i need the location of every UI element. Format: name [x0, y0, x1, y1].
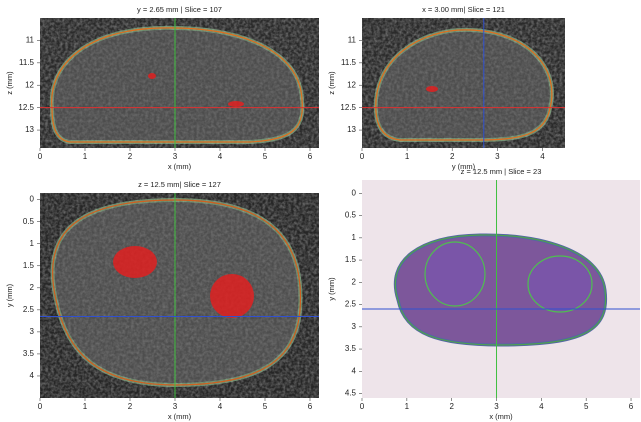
y-tick-label: 3 — [352, 322, 357, 331]
x-tick-label: 0 — [360, 402, 365, 411]
y-tick-label: 0.5 — [345, 211, 357, 220]
x-tick-label: 4 — [540, 152, 545, 161]
y-tick-label: 1.5 — [345, 255, 357, 264]
y-tick-label: 1 — [352, 233, 357, 242]
lesion-outline — [528, 256, 592, 312]
lesion — [210, 274, 254, 318]
y-tick-label: 0 — [30, 195, 35, 204]
tissue — [53, 200, 301, 385]
y-tick-label: 3.5 — [345, 344, 357, 353]
x-tick-label: 2 — [450, 152, 455, 161]
image — [362, 18, 565, 148]
y-tick-label: 11.5 — [341, 58, 357, 67]
y-tick-label: 13 — [25, 125, 34, 134]
y-tick-label: 4 — [352, 366, 357, 375]
image — [40, 193, 319, 398]
figure: y = 2.65 mm | Slice = 10701234561111.512… — [0, 0, 641, 422]
x-tick-label: 5 — [584, 402, 589, 411]
x-tick-label: 4 — [539, 402, 544, 411]
y-tick-label: 11 — [26, 36, 35, 45]
y-tick-label: 12.5 — [340, 103, 356, 112]
panel-title: x = 3.00 mm| Slice = 121 — [422, 5, 505, 14]
x-axis-label: x (mm) — [168, 412, 192, 421]
x-tick-label: 0 — [360, 152, 365, 161]
tissue — [52, 28, 303, 142]
panel-title: z = 12.5 mm | Slice = 23 — [461, 167, 542, 176]
y-tick-label: 0.5 — [23, 217, 35, 226]
panel: z = 12.5 mm| Slice = 127 0 1 2 3 4 5 6 0 0.5 1 1.5 2… — [5, 180, 319, 421]
x-tick-label: 5 — [263, 152, 268, 161]
y-tick-label: 2 — [30, 283, 35, 292]
x-tick-label: 2 — [449, 402, 454, 411]
y-axis-label: y (mm) — [5, 283, 14, 307]
y-tick-label: 12 — [347, 80, 356, 89]
y-tick-label: 12.5 — [18, 103, 34, 112]
x-tick-label: 6 — [308, 152, 313, 161]
x-axis-label: x (mm) — [168, 162, 192, 171]
x-tick-label: 1 — [405, 402, 410, 411]
y-tick-label: 1.5 — [23, 261, 35, 270]
y-tick-label: 1 — [30, 239, 35, 248]
x-tick-label: 6 — [629, 402, 634, 411]
x-tick-label: 4 — [218, 152, 223, 161]
panel-title: y = 2.65 mm | Slice = 107 — [137, 5, 222, 14]
x-tick-label: 0 — [38, 152, 43, 161]
lesion — [426, 86, 438, 92]
x-tick-label: 0 — [38, 402, 43, 411]
x-tick-label: 1 — [83, 152, 88, 161]
y-axis-label: z (mm) — [5, 71, 14, 95]
y-tick-label: 2.5 — [23, 305, 35, 314]
x-tick-label: 2 — [128, 402, 133, 411]
x-tick-label: 3 — [173, 152, 178, 161]
image — [362, 180, 640, 398]
x-tick-label: 3 — [494, 402, 499, 411]
panel: z = 12.5 mm | Slice = 23 0 1 2 3 4 5 6 0 0.5 1 1.5 2… — [327, 167, 640, 421]
x-tick-label: 2 — [128, 152, 133, 161]
y-tick-label: 11.5 — [19, 58, 35, 67]
y-tick-label: 2.5 — [345, 300, 357, 309]
y-axis-label: y (mm) — [327, 277, 336, 301]
y-tick-label: 11 — [348, 36, 357, 45]
lesion — [228, 101, 244, 107]
x-tick-label: 5 — [263, 402, 268, 411]
y-tick-label: 12 — [25, 80, 34, 89]
x-tick-label: 1 — [405, 152, 410, 161]
y-tick-label: 2 — [352, 277, 357, 286]
panel-title: z = 12.5 mm| Slice = 127 — [138, 180, 221, 189]
y-tick-label: 3.5 — [23, 349, 35, 358]
lesion — [148, 73, 156, 79]
y-tick-label: 13 — [347, 125, 356, 134]
x-axis-label: x (mm) — [489, 412, 513, 421]
x-tick-label: 1 — [83, 402, 88, 411]
x-tick-label: 3 — [173, 402, 178, 411]
y-tick-label: 0 — [352, 188, 357, 197]
y-tick-label: 3 — [30, 327, 35, 336]
y-axis-label: z (mm) — [327, 71, 336, 95]
x-tick-label: 6 — [308, 402, 313, 411]
x-tick-label: 4 — [218, 402, 223, 411]
lesion — [113, 246, 157, 278]
y-tick-label: 4 — [30, 371, 35, 380]
x-tick-label: 3 — [495, 152, 500, 161]
lesion-outline — [425, 242, 485, 306]
image — [40, 18, 319, 148]
y-tick-label: 4.5 — [345, 389, 357, 398]
